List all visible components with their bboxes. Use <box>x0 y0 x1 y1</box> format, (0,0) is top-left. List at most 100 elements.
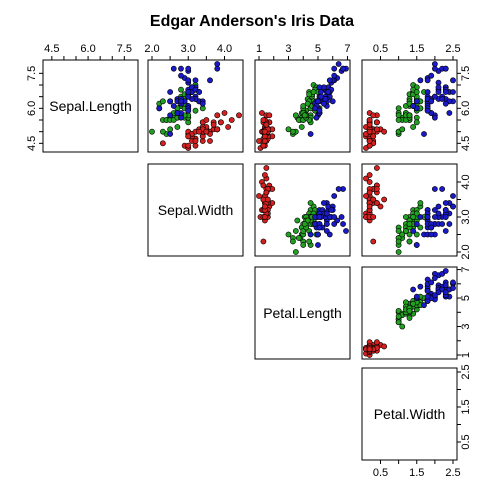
data-point <box>366 172 373 178</box>
data-point <box>395 117 402 123</box>
tick-label: 4.5 <box>26 136 38 151</box>
data-point <box>178 72 184 79</box>
data-point <box>192 138 199 144</box>
data-point <box>192 107 199 114</box>
tick-label: 5 <box>315 43 321 55</box>
panel-sepal-width-petal-width <box>361 163 458 257</box>
chart-title: Edgar Anderson's Iris Data <box>150 13 354 30</box>
data-point <box>431 114 438 121</box>
right-axis-sepal-length: 4.5 6.0 7.5 <box>457 66 472 151</box>
data-point <box>196 89 203 95</box>
data-point <box>343 228 349 234</box>
data-point <box>307 200 314 206</box>
data-point <box>331 65 338 72</box>
data-point <box>413 293 420 300</box>
diagonal-label-petal-length: Petal.Length <box>263 305 342 321</box>
data-point <box>428 279 435 286</box>
data-point <box>431 207 438 213</box>
data-point <box>331 72 338 79</box>
data-point <box>261 172 268 178</box>
data-point <box>373 339 380 346</box>
data-point <box>178 65 184 72</box>
tick-label: 2.0 <box>144 43 159 55</box>
data-point <box>300 103 307 109</box>
data-point <box>285 126 292 133</box>
tick-label: 1.5 <box>409 467 424 479</box>
data-point <box>174 124 181 130</box>
data-point <box>261 203 268 210</box>
data-point <box>366 346 373 353</box>
data-point <box>363 175 369 182</box>
tick-label: 7.5 <box>460 66 472 81</box>
tick-label: 4.5 <box>44 43 59 55</box>
data-point <box>261 138 268 144</box>
data-point <box>410 228 417 234</box>
data-point <box>214 126 221 133</box>
data-point <box>256 193 262 199</box>
tick-label: 3.0 <box>181 43 196 55</box>
data-point <box>424 288 431 294</box>
data-point <box>315 231 321 238</box>
data-point <box>439 186 446 192</box>
data-point <box>310 89 317 95</box>
panel-frame <box>42 59 139 153</box>
data-point <box>428 98 435 105</box>
data-point <box>329 98 336 105</box>
data-point <box>149 128 155 135</box>
data-point <box>417 224 424 231</box>
data-point <box>406 112 413 119</box>
data-point <box>402 228 409 234</box>
data-point <box>261 128 268 135</box>
data-point <box>442 207 449 213</box>
panel-petal-length-petal-length: Petal.Length <box>254 266 351 360</box>
data-point <box>260 238 267 245</box>
data-point <box>410 103 417 109</box>
data-point <box>406 231 413 238</box>
data-point <box>377 203 384 210</box>
data-point <box>442 65 449 72</box>
panel-sepal-length-petal-width <box>361 59 458 153</box>
axes-layer: 4.5 6.0 7.5 2.0 3.0 4.0 1 3 5 7 0.5 1.5 2.5 0.5 1.5 2.5… <box>26 43 472 479</box>
data-point <box>424 77 431 84</box>
data-point <box>424 107 431 114</box>
data-point <box>256 138 262 144</box>
data-point <box>410 300 417 307</box>
data-point <box>370 196 377 203</box>
data-point <box>373 200 380 206</box>
tick-label: 2.5 <box>445 43 460 55</box>
data-point <box>185 107 192 114</box>
data-point <box>185 65 192 72</box>
data-point <box>363 193 369 199</box>
data-point <box>307 131 314 137</box>
data-point <box>192 77 199 84</box>
data-point <box>431 214 438 220</box>
tick-label: 7 <box>460 267 472 273</box>
data-point <box>316 224 323 231</box>
diagonal-label-sepal-width: Sepal.Width <box>158 202 233 218</box>
data-point <box>301 221 308 227</box>
data-point <box>395 228 402 234</box>
data-point <box>331 221 338 227</box>
data-point <box>221 110 228 116</box>
data-point <box>174 110 181 116</box>
data-point <box>370 214 377 220</box>
data-point <box>292 112 299 119</box>
tick-label: 0.5 <box>373 467 388 479</box>
data-point <box>439 96 446 102</box>
data-point <box>366 189 373 196</box>
data-point <box>185 133 192 140</box>
panel-petal-length-petal-width <box>361 266 458 360</box>
data-point <box>413 98 420 105</box>
panel-sepal-width-petal-length <box>254 163 351 257</box>
data-point <box>323 210 330 217</box>
data-point <box>417 283 424 290</box>
data-point <box>413 221 420 227</box>
data-point <box>167 89 174 95</box>
data-point <box>320 200 327 206</box>
diagonal-label-sepal-length: Sepal.Length <box>49 98 132 114</box>
data-point <box>413 210 420 217</box>
data-point <box>312 105 318 112</box>
data-point <box>178 86 184 93</box>
data-point <box>410 214 417 220</box>
